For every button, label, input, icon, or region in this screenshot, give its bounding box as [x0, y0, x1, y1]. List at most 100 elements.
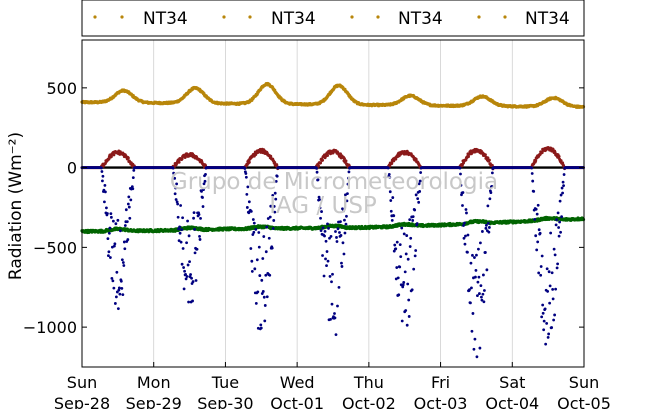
- navy-series-point: [538, 231, 542, 235]
- navy-series-point: [340, 261, 343, 265]
- navy-series-point: [182, 287, 186, 291]
- navy-series-point: [407, 298, 411, 302]
- red-series-point: [321, 158, 325, 162]
- navy-series-point: [176, 202, 180, 206]
- navy-series-point: [250, 259, 254, 263]
- legend-marker: [503, 15, 507, 19]
- legend-marker: [376, 15, 380, 19]
- navy-series-point: [336, 227, 340, 231]
- navy-series-point: [273, 210, 277, 214]
- navy-series-point: [473, 256, 476, 259]
- navy-series-point: [537, 228, 541, 232]
- navy-series-point: [413, 254, 417, 258]
- navy-series-point: [537, 271, 541, 275]
- navy-series-point: [393, 243, 397, 247]
- navy-series-point: [260, 278, 264, 282]
- navy-series-point: [245, 192, 249, 196]
- red-series-point: [319, 161, 323, 165]
- navy-series-point: [252, 230, 256, 234]
- navy-series-point: [408, 218, 412, 222]
- navy-series-point: [535, 248, 539, 252]
- navy-series-point: [481, 230, 484, 233]
- x-tick-label: Wed: [280, 373, 315, 392]
- navy-series-point: [394, 247, 398, 251]
- navy-series-point: [391, 196, 395, 199]
- navy-series-point: [179, 204, 183, 207]
- navy-series-point: [115, 270, 119, 274]
- navy-series-point: [556, 211, 560, 215]
- navy-series-point: [257, 245, 261, 249]
- navy-series-point: [261, 257, 265, 260]
- navy-series-point: [101, 174, 105, 178]
- navy-series-point: [463, 242, 467, 246]
- navy-series-point: [111, 219, 115, 223]
- navy-series-point: [244, 172, 248, 175]
- navy-series-point: [414, 249, 418, 252]
- navy-series-point: [400, 319, 404, 323]
- navy-series-point: [530, 172, 534, 175]
- navy-series-point: [101, 179, 104, 183]
- navy-series-point: [399, 255, 403, 258]
- navy-series-point: [118, 292, 122, 296]
- x-axis: Sun Sep-28 Mon Sep-29 Tue Sep-30 Wed Oct-01 Thu O…: [54, 362, 611, 409]
- navy-series-point: [262, 295, 266, 299]
- red-series-point: [342, 157, 346, 161]
- navy-series-point: [345, 214, 348, 218]
- x-tick-label: Fri: [431, 373, 450, 392]
- navy-series-point: [549, 231, 553, 235]
- navy-series-point: [544, 342, 548, 346]
- red-series-point: [390, 161, 394, 165]
- navy-series-point: [346, 192, 349, 196]
- navy-series-point: [344, 222, 348, 226]
- navy-series-point: [490, 185, 494, 188]
- navy-series-point: [176, 215, 180, 219]
- navy-series-point: [540, 315, 544, 319]
- navy-series-point: [249, 209, 253, 213]
- navy-series-point: [542, 328, 546, 332]
- navy-series-point: [119, 279, 123, 283]
- navy-series-point: [346, 182, 350, 186]
- navy-series-point: [129, 198, 133, 202]
- navy-series-point: [118, 229, 122, 233]
- navy-series-point: [269, 204, 273, 208]
- navy-series-point: [341, 241, 345, 245]
- navy-series-point: [181, 247, 185, 250]
- navy-series-point: [201, 196, 204, 199]
- navy-series-point: [543, 307, 547, 311]
- navy-series-point: [562, 173, 566, 176]
- navy-series-point: [268, 215, 272, 219]
- navy-series-point: [251, 233, 255, 236]
- navy-series-point: [103, 183, 107, 187]
- navy-series-point: [131, 187, 135, 191]
- navy-series-point: [193, 251, 197, 255]
- navy-series-point: [323, 229, 327, 233]
- navy-series-point: [253, 267, 257, 271]
- x-tick-label: Oct-04: [485, 394, 539, 409]
- navy-series-point: [117, 286, 121, 290]
- navy-series-point: [132, 168, 136, 172]
- navy-series-point: [546, 290, 550, 293]
- navy-series-point: [415, 222, 419, 225]
- y-tick-label: −500: [33, 238, 77, 257]
- navy-series-point: [476, 280, 480, 284]
- navy-series-point: [243, 167, 247, 170]
- navy-series-point: [202, 182, 206, 186]
- navy-series-point: [541, 303, 545, 307]
- navy-series-point: [175, 182, 179, 186]
- navy-series-point: [195, 247, 199, 251]
- navy-series-point: [413, 208, 417, 212]
- watermark-line-1: Grupo de Micrometeorologia: [170, 169, 498, 195]
- navy-series-point: [121, 261, 125, 264]
- red-series-point: [466, 155, 470, 159]
- navy-series-point: [104, 190, 107, 194]
- navy-series-point: [347, 170, 351, 174]
- red-series-point: [557, 154, 561, 158]
- navy-series-point: [474, 275, 477, 279]
- navy-series-point: [272, 204, 276, 208]
- navy-series-point: [258, 274, 262, 277]
- navy-series-point: [399, 283, 403, 287]
- navy-series-point: [476, 294, 479, 298]
- navy-series-point: [333, 316, 337, 320]
- navy-series-point: [487, 226, 491, 229]
